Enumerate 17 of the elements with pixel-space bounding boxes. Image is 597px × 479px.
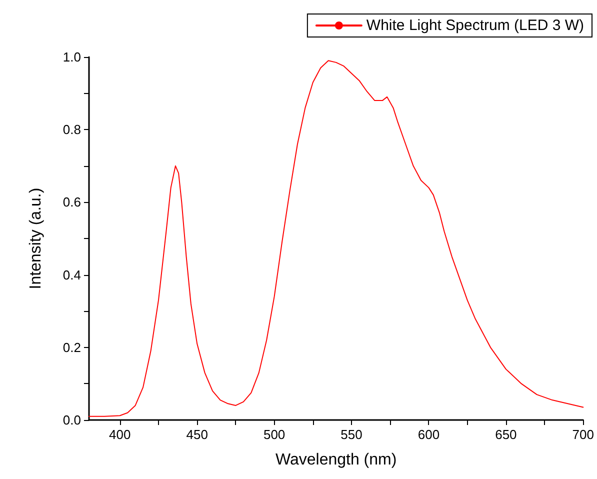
legend-label: White Light Spectrum (LED 3 W) (366, 17, 584, 34)
x-tick-label: 400 (109, 427, 131, 442)
y-tick-label: 1.0 (62, 50, 81, 64)
x-axis-title: Wavelength (nm) (275, 452, 397, 468)
y-tick-label: 0.6 (62, 194, 81, 210)
y-axis-title: Intensity (a.u.) (28, 188, 44, 290)
x-tick-label: 500 (263, 427, 286, 442)
x-tick-label: 600 (418, 427, 440, 442)
y-tick-label: 0.0 (62, 412, 81, 428)
y-tick-label: 0.4 (62, 267, 81, 282)
x-tick-label: 550 (340, 427, 362, 442)
x-tick-label: 700 (572, 427, 594, 442)
y-tick-label: 0.8 (62, 122, 81, 138)
line-series (88, 60, 584, 417)
x-tick-label: 450 (186, 427, 208, 442)
x-tick-label: 650 (495, 427, 517, 442)
y-tick-label: 0.2 (62, 340, 81, 355)
